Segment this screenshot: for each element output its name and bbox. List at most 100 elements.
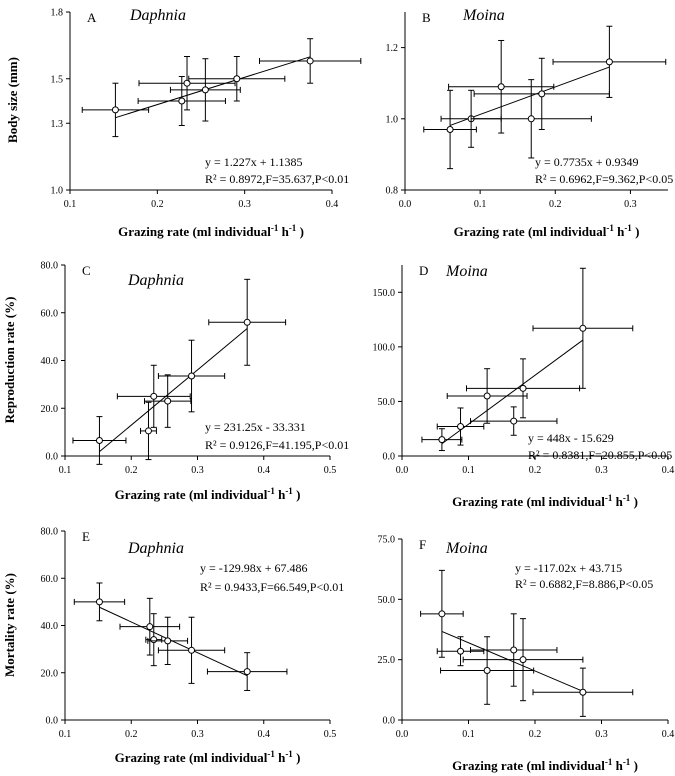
x-tick-label: 0.1	[474, 199, 487, 210]
panel-letter: D	[419, 263, 428, 278]
panel-f: 0.0 0.1 0.2 0.3 0.40.025.050.075.0 F Moinay = …	[378, 535, 675, 774]
regression-line	[99, 607, 247, 675]
y-tick-label: 0.0	[383, 716, 396, 727]
data-point	[139, 57, 235, 110]
marker	[96, 437, 102, 443]
marker	[307, 58, 313, 64]
y-tick-label: 40.0	[41, 621, 59, 632]
panel-e: 0.1 0.2 0.3 0.4 0.5 0.0 20.0 40.0 60.0 80.0 E Daphn…	[2, 527, 344, 766]
x-tick-label: 0.0	[396, 729, 409, 740]
x-axis-label: Grazing rate (ml individual-1 h-1 )	[454, 223, 640, 239]
panel-title: Moina	[462, 7, 505, 24]
marker	[179, 98, 185, 104]
data-point	[145, 375, 191, 428]
y-tick-label: 50.0	[378, 397, 396, 408]
x-tick-label: 0.2	[529, 465, 542, 476]
marker	[145, 428, 151, 434]
y-tick-label: 150.0	[373, 288, 396, 299]
y-axis-label: Mortality rate (%)	[2, 573, 17, 677]
data-point	[138, 77, 225, 126]
data-point	[447, 369, 527, 424]
x-tick-label: 0.4	[258, 465, 271, 476]
regression-equation: y = 0.7735x + 0.9349	[535, 155, 639, 169]
data-point	[207, 653, 287, 691]
marker	[244, 319, 250, 325]
panel-letter: C	[82, 263, 91, 278]
marker	[580, 325, 586, 331]
marker	[165, 638, 171, 644]
panel-title: Moina	[445, 263, 488, 280]
panel-title: Moina	[445, 540, 488, 557]
x-tick-label: 0.3	[595, 465, 608, 476]
y-tick-label: 40.0	[41, 356, 59, 367]
marker	[112, 107, 118, 113]
panel-d: 0.0 0.1 0.2 0.3 0.40.050.0100.0150.0D Moinay …	[373, 263, 675, 509]
x-axis-label: Grazing rate (ml individual-1 h-1 )	[452, 493, 638, 509]
panel-b: 0.0 0.1 0.2 0.3 0.8 1.0 1.2 B Moina y = 0.7735x +…	[386, 7, 674, 239]
x-tick-label: 0.3	[191, 729, 204, 740]
x-axis-label: Grazing rate (ml individual-1 h-1 )	[118, 223, 304, 239]
marker	[151, 393, 157, 399]
y-tick-label: 100.0	[373, 342, 396, 353]
x-tick-label: 0.3	[191, 465, 204, 476]
panel-letter: A	[87, 10, 97, 25]
x-tick-label: 0.3	[238, 199, 251, 210]
data-point	[117, 365, 190, 427]
marker	[580, 689, 586, 695]
panel-title: Daphnia	[127, 272, 184, 289]
data-point	[470, 614, 556, 686]
y-tick-label: 60.0	[41, 574, 59, 585]
panel-title: Daphnia	[129, 7, 186, 24]
marker	[528, 116, 534, 122]
data-point	[73, 417, 126, 465]
x-axis-label: Grazing rate (ml individual-1 h-1 )	[115, 486, 301, 502]
marker	[511, 418, 517, 424]
marker	[147, 624, 153, 630]
y-tick-label: 80.0	[41, 261, 59, 272]
y-axis-label: Reproduction rate (%)	[2, 297, 17, 424]
marker	[520, 657, 526, 663]
y-tick-label: 1.5	[51, 74, 64, 85]
marker	[439, 437, 445, 443]
y-tick-label: 0.8	[386, 186, 399, 197]
y-tick-label: 75.0	[378, 535, 396, 546]
regression-equation: y = 448x - 15.629	[528, 431, 614, 445]
data-point	[441, 637, 534, 705]
y-tick-label: 20.0	[41, 668, 59, 679]
data-point	[209, 279, 286, 365]
panel-letter: E	[82, 529, 90, 544]
y-tick-label: 60.0	[41, 308, 59, 319]
x-tick-label: 0.1	[462, 465, 475, 476]
marker	[484, 393, 490, 399]
data-point	[463, 619, 583, 701]
marker	[458, 648, 464, 654]
x-tick-label: 0.2	[151, 199, 164, 210]
panel-c: 0.1 0.2 0.3 0.4 0.5 0.0 20.0 40.0 60.0 80.0 C Daphn…	[2, 261, 349, 503]
marker	[244, 669, 250, 675]
y-tick-label: 1.2	[386, 43, 399, 54]
regression-equation: y = 1.227x + 1.1385	[205, 155, 303, 169]
data-point	[471, 80, 591, 158]
x-tick-label: 0.1	[59, 465, 72, 476]
marker	[520, 385, 526, 391]
figure: 0.1 0.2 0.3 0.41.01.31.51.8 A Daphniay = 1.22…	[0, 0, 675, 776]
x-tick-label: 0.0	[399, 199, 412, 210]
data-point	[467, 359, 580, 418]
y-tick-label: 1.8	[51, 8, 64, 19]
regression-stats: R² = 0.9126,F=41.195,P<0.01	[205, 438, 349, 452]
data-point	[189, 57, 285, 102]
panel-letter: F	[419, 537, 426, 552]
x-tick-label: 0.2	[125, 729, 138, 740]
y-tick-label: 1.0	[386, 114, 399, 125]
data-point	[422, 429, 462, 451]
panel-letter: B	[422, 10, 431, 25]
data-point	[260, 39, 361, 83]
regression-equation: y = 231.25x - 33.331	[205, 420, 306, 434]
regression-equation: y = -129.98x + 67.486	[200, 561, 308, 575]
regression-stats: R² = 0.6882,F=8.886,P<0.05	[515, 577, 653, 591]
x-tick-label: 0.5	[324, 465, 337, 476]
data-point	[533, 268, 633, 388]
y-axis-label: Body size (mm)	[5, 57, 20, 143]
regression-stats: R² = 0.8381,F=20.855,P<0.05	[528, 448, 672, 462]
marker	[606, 59, 612, 65]
